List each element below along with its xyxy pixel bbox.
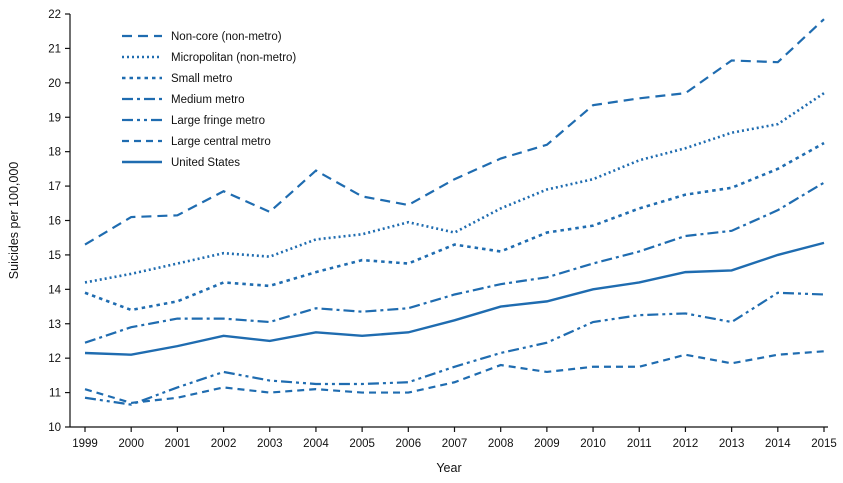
y-axis-tick-label: 20 — [48, 78, 61, 90]
legend-label: Large fringe metro — [171, 115, 265, 127]
y-axis-tick-label: 16 — [48, 216, 61, 228]
legend-label: United States — [171, 157, 240, 169]
y-axis-tick-label: 14 — [48, 284, 61, 296]
x-axis-tick-label: 2009 — [534, 438, 560, 450]
legend-label: Small metro — [171, 73, 232, 85]
legend-item: Small metro — [122, 73, 232, 85]
legend-item: Micropolitan (non-metro) — [122, 52, 296, 64]
x-axis-tick-label: 2012 — [673, 438, 699, 450]
y-axis-tick-label: 18 — [48, 147, 61, 159]
y-axis-tick-label: 19 — [48, 112, 61, 124]
series-line-non-core-non-metro — [84, 18, 825, 246]
series-line-small-metro — [84, 141, 825, 312]
x-axis-tick-label: 2003 — [257, 438, 283, 450]
x-axis-tick-label: 2014 — [765, 438, 791, 450]
x-axis-title: Year — [436, 461, 461, 475]
legend-item: Large fringe metro — [122, 115, 265, 127]
legend-label: Medium metro — [171, 94, 245, 106]
y-axis-tick-label: 10 — [48, 422, 61, 434]
series-line-medium-metro — [84, 181, 825, 344]
legend-label: Micropolitan (non-metro) — [171, 52, 296, 64]
legend-item: Medium metro — [122, 94, 245, 106]
x-axis-tick-label: 1999 — [72, 438, 98, 450]
x-axis-tick-label: 2002 — [211, 438, 237, 450]
x-axis-tick-label: 2006 — [396, 438, 422, 450]
x-axis-tick-label: 2008 — [488, 438, 514, 450]
x-axis-tick-label: 2011 — [627, 438, 652, 450]
series-line-united-states — [84, 241, 825, 356]
x-axis-tick-label: 2007 — [442, 438, 468, 450]
series-line-large-fringe-metro — [84, 291, 825, 406]
y-axis-tick-label: 21 — [48, 43, 61, 55]
x-axis-tick-label: 2000 — [118, 438, 144, 450]
legend-item: Non-core (non-metro) — [122, 31, 282, 43]
x-axis-tick-label: 2005 — [349, 438, 375, 450]
series-line-micropolitan-non-metro — [84, 92, 825, 284]
legend-label: Non-core (non-metro) — [171, 31, 282, 43]
x-axis-tick-label: 2013 — [719, 438, 745, 450]
legend-item: United States — [122, 157, 240, 169]
legend-item: Large central metro — [122, 136, 271, 148]
y-axis-title: Suicides per 100,000 — [7, 162, 21, 279]
y-axis-tick-label: 17 — [48, 181, 61, 193]
y-axis-tick-label: 15 — [48, 250, 61, 262]
series-line-large-central-metro — [84, 350, 825, 405]
y-axis-tick-label: 12 — [48, 353, 61, 365]
x-axis-tick-label: 2001 — [165, 438, 191, 450]
y-axis-tick-label: 11 — [49, 388, 61, 400]
y-axis-tick-label: 22 — [48, 9, 61, 21]
x-axis-tick-label: 2004 — [303, 438, 329, 450]
y-axis-tick-label: 13 — [48, 319, 61, 331]
legend-label: Large central metro — [171, 136, 271, 148]
x-axis-tick-label: 2015 — [811, 438, 837, 450]
x-axis-tick-label: 2010 — [580, 438, 606, 450]
